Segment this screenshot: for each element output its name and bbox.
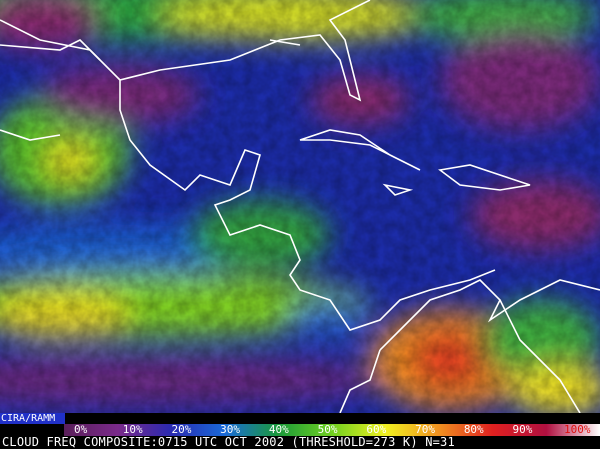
credit: CIRA/RAMM	[0, 413, 65, 424]
legend-label: 50%	[317, 423, 338, 436]
legend-label: 30%	[220, 423, 241, 436]
legend-label: 10%	[122, 423, 143, 436]
caption: CLOUD FREQ COMPOSITE:0715 UTC OCT 2002 (…	[2, 435, 455, 449]
texture	[0, 0, 600, 413]
legend-label: 80%	[463, 423, 484, 436]
cloud-map	[0, 0, 600, 413]
color-legend: 0% 10% 20% 30% 40% 50% 60% 70% 80% 90% 100%	[0, 424, 600, 436]
legend-label: 90%	[512, 423, 533, 436]
legend-bar	[64, 424, 600, 436]
legend-label: 20%	[171, 423, 192, 436]
coastlines	[0, 0, 600, 413]
legend-label: 0%	[74, 423, 88, 436]
legend-label: 70%	[415, 423, 435, 436]
legend-label: 60%	[366, 423, 387, 436]
legend-label: 100%	[564, 423, 591, 436]
legend-label: 40%	[268, 423, 289, 436]
